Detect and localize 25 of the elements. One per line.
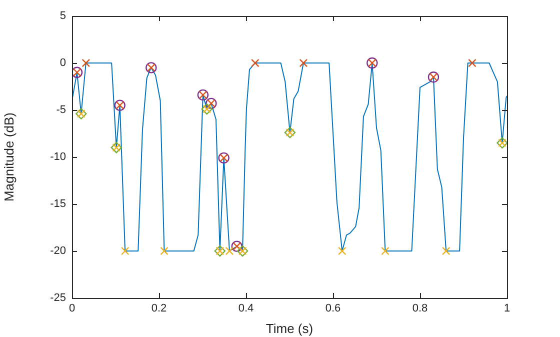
x-tick-label: 0.6: [325, 302, 341, 315]
y-tick-label: -15: [50, 198, 66, 210]
x-tick-label: 0.8: [412, 302, 428, 315]
y-tick-label: 5: [60, 10, 66, 22]
y-axis-title: Magnitude (dB): [1, 112, 16, 202]
point: [338, 246, 346, 256]
y-tick-label: -25: [50, 292, 66, 304]
point: [160, 246, 168, 256]
x-axis-title: Time (s): [266, 320, 314, 336]
point: [251, 58, 260, 68]
x-tick-label: 0.4: [238, 302, 254, 315]
x-tick-label: 0.2: [151, 302, 167, 315]
y-tick-label: -20: [50, 245, 66, 258]
point: [120, 246, 130, 256]
point: [225, 246, 234, 256]
point: [82, 58, 90, 68]
point: [442, 246, 450, 256]
y-tick-label: -5: [56, 104, 66, 116]
y-tick-label: 0: [60, 57, 66, 70]
point: [299, 58, 308, 68]
y-tick-label: -10: [50, 151, 66, 164]
point: [468, 58, 476, 68]
x-tick-label: 0: [68, 302, 76, 315]
point: [381, 246, 390, 256]
x-tick-label: 1: [504, 302, 510, 315]
